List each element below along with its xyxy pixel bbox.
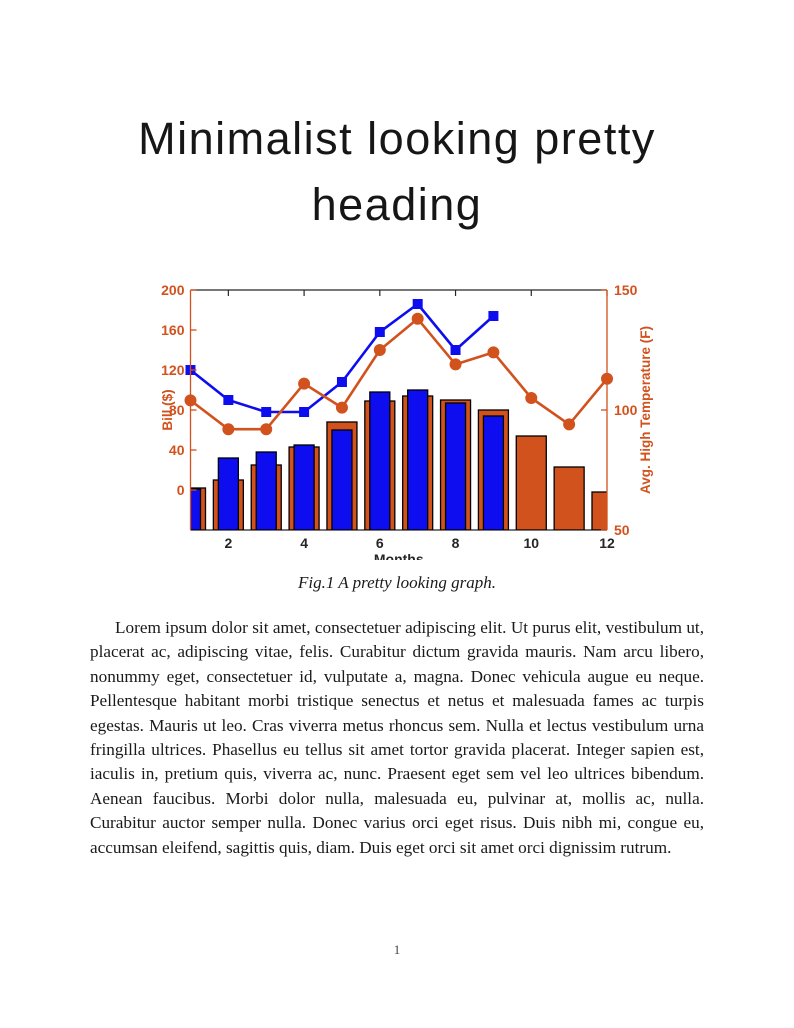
bar bbox=[331, 429, 353, 530]
right-tick-label: 50 bbox=[614, 522, 630, 538]
page-number: 1 bbox=[393, 942, 401, 957]
heading-line-1: Minimalist looking pretty bbox=[138, 113, 656, 164]
bar bbox=[515, 435, 547, 530]
page-title: Minimalist looking pretty heading bbox=[0, 106, 794, 238]
bar bbox=[190, 488, 202, 530]
left-tick-label: 80 bbox=[169, 402, 185, 418]
square-marker bbox=[261, 407, 272, 417]
bar bbox=[293, 444, 315, 530]
chart-svg: 0 40 80 120 160 200 50 100 150 2 4 6 8 10 12 Months Bill… bbox=[160, 282, 653, 567]
x-axis-label: Months bbox=[374, 551, 424, 560]
heading-line-2: heading bbox=[311, 179, 483, 230]
circle-marker bbox=[222, 423, 235, 436]
x-tick-label: 10 bbox=[523, 535, 539, 551]
circle-marker bbox=[260, 423, 273, 436]
x-tick-label: 4 bbox=[300, 535, 308, 551]
orange-line bbox=[184, 312, 613, 436]
right-tick-label: 100 bbox=[614, 402, 638, 418]
circle-marker bbox=[298, 377, 311, 390]
right-tick-label: 150 bbox=[614, 282, 638, 298]
square-marker bbox=[412, 299, 423, 309]
bar bbox=[444, 402, 467, 530]
blue-line bbox=[185, 299, 499, 417]
circle-marker bbox=[411, 312, 424, 325]
left-tick-label: 40 bbox=[169, 442, 185, 458]
circle-marker bbox=[449, 358, 462, 371]
orange-line-path bbox=[189, 317, 609, 431]
circle-marker bbox=[487, 346, 500, 359]
bar bbox=[482, 415, 505, 530]
bars-group bbox=[190, 389, 607, 530]
left-axis-label: Bill ($) bbox=[160, 389, 175, 430]
body-paragraph: Lorem ipsum dolor sit amet, consectetuer… bbox=[90, 618, 704, 857]
square-marker bbox=[374, 327, 385, 337]
x-tick-label: 6 bbox=[376, 535, 384, 551]
circle-marker bbox=[335, 401, 348, 414]
circle-marker bbox=[563, 418, 576, 431]
circle-marker bbox=[373, 344, 386, 356]
left-tick-label: 120 bbox=[161, 362, 185, 378]
x-tick-label: 12 bbox=[599, 535, 615, 551]
bar bbox=[255, 451, 277, 530]
blue-bars bbox=[190, 389, 505, 530]
bar bbox=[369, 391, 391, 530]
square-marker bbox=[223, 395, 234, 405]
x-tick-label: 8 bbox=[452, 535, 460, 551]
bar bbox=[591, 491, 607, 530]
figure-chart: 0 40 80 120 160 200 50 100 150 2 4 6 8 10 12 Months Bill… bbox=[160, 282, 660, 567]
left-tick-label: 200 bbox=[161, 282, 185, 298]
square-marker bbox=[450, 345, 461, 355]
square-marker bbox=[336, 377, 347, 387]
square-marker bbox=[488, 311, 499, 321]
x-tick-label: 2 bbox=[224, 535, 232, 551]
circle-marker bbox=[525, 392, 538, 404]
left-tick-label: 0 bbox=[177, 482, 185, 498]
square-marker bbox=[299, 407, 310, 417]
right-axis-label: Avg. High Temperature (F) bbox=[638, 326, 653, 494]
blue-line-path bbox=[189, 302, 495, 414]
bar bbox=[407, 389, 429, 530]
figure-caption: Fig.1 A pretty looking graph. bbox=[297, 573, 496, 592]
bar bbox=[553, 466, 585, 530]
bar bbox=[217, 457, 240, 530]
left-tick-label: 160 bbox=[161, 322, 185, 338]
